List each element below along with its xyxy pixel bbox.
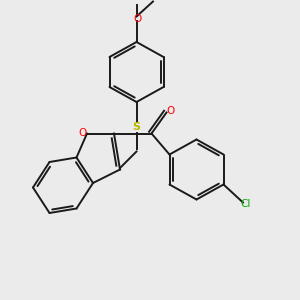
Text: S: S <box>133 122 140 133</box>
Text: O: O <box>134 14 142 25</box>
Text: O: O <box>166 106 174 116</box>
Text: O: O <box>78 128 87 138</box>
Text: Cl: Cl <box>240 199 250 209</box>
